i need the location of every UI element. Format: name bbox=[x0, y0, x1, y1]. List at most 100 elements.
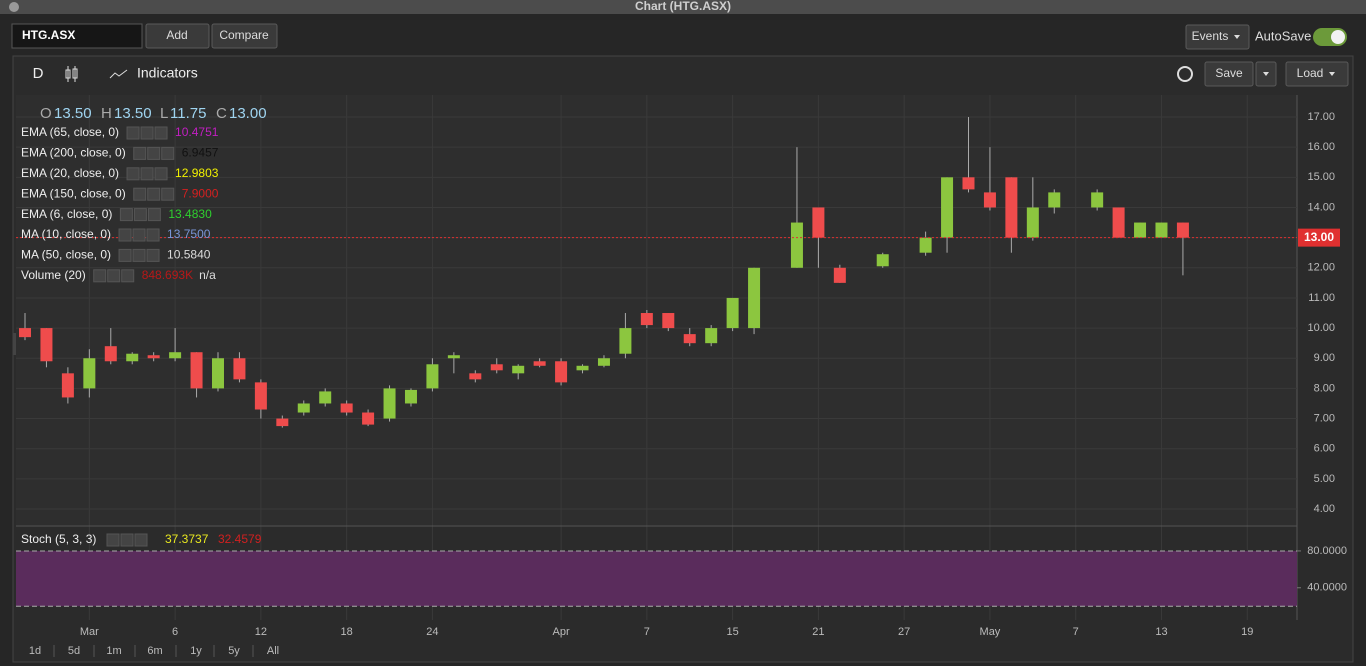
range-button[interactable]: 1y bbox=[190, 645, 202, 657]
study-icon[interactable] bbox=[93, 269, 107, 283]
study-value: 6.9457 bbox=[182, 146, 219, 160]
candle-icon[interactable] bbox=[65, 66, 78, 82]
period-button[interactable]: D bbox=[33, 65, 44, 82]
events-label: Events bbox=[1192, 29, 1229, 43]
study-icon[interactable] bbox=[118, 228, 132, 242]
x-tick-label: 13 bbox=[1155, 626, 1167, 638]
add-button[interactable] bbox=[145, 23, 210, 49]
candle-body bbox=[319, 391, 332, 404]
study-icon[interactable] bbox=[147, 208, 161, 222]
candle-body bbox=[705, 328, 718, 344]
study-icon[interactable] bbox=[134, 533, 148, 547]
candle-body bbox=[833, 267, 846, 283]
y-tick-label: 4.00 bbox=[1314, 503, 1335, 515]
caret bbox=[1263, 72, 1269, 76]
y-tick-label: 17.00 bbox=[1307, 111, 1335, 123]
ohlc-value: 13.50 bbox=[114, 105, 152, 122]
study-icon[interactable] bbox=[147, 187, 161, 201]
study-icon[interactable] bbox=[146, 248, 160, 262]
save-button[interactable] bbox=[1204, 61, 1254, 87]
candle-body bbox=[1112, 207, 1125, 238]
study-icon[interactable] bbox=[154, 126, 168, 140]
candle-body bbox=[61, 373, 74, 398]
caret bbox=[1329, 72, 1335, 76]
range-button[interactable]: 5y bbox=[228, 645, 240, 657]
range-button[interactable]: 5d bbox=[68, 645, 80, 657]
study-icon[interactable] bbox=[147, 146, 161, 160]
candle-body bbox=[190, 352, 203, 389]
study-icon[interactable] bbox=[126, 126, 140, 140]
y-tick-label: 16.00 bbox=[1307, 141, 1335, 153]
symbol-input[interactable] bbox=[11, 23, 143, 49]
x-tick-label: 6 bbox=[172, 626, 178, 638]
ohlc-key: O bbox=[40, 105, 52, 122]
study-icon[interactable] bbox=[154, 167, 168, 181]
x-tick-label: 7 bbox=[1073, 626, 1079, 638]
study-icon[interactable] bbox=[146, 228, 160, 242]
study-name: MA (10, close, 0) bbox=[21, 227, 111, 241]
y-tick-label: 6.00 bbox=[1314, 443, 1335, 455]
study-icon[interactable] bbox=[133, 187, 147, 201]
candle-body bbox=[254, 382, 267, 410]
indicator-icon bbox=[109, 69, 128, 79]
candle-body bbox=[276, 418, 289, 427]
candle-body bbox=[1026, 207, 1039, 238]
study-icon[interactable] bbox=[132, 248, 146, 262]
study-icon[interactable] bbox=[140, 167, 154, 181]
ohlc-value: 11.75 bbox=[170, 105, 206, 122]
candle-body bbox=[512, 365, 525, 374]
plot-area bbox=[16, 95, 1297, 525]
load-button[interactable] bbox=[1285, 61, 1349, 87]
range-button[interactable]: All bbox=[267, 645, 279, 657]
last-price-label: 13.00 bbox=[1304, 230, 1334, 244]
study-icon[interactable] bbox=[161, 187, 175, 201]
caret bbox=[1234, 35, 1240, 39]
candle-body bbox=[748, 267, 761, 329]
candle-body bbox=[533, 361, 546, 366]
candle-body bbox=[404, 389, 417, 404]
candle-body bbox=[126, 353, 139, 362]
y-tick-label: 80.0000 bbox=[1307, 545, 1347, 557]
indicators-button[interactable]: Indicators bbox=[137, 65, 198, 81]
candle-body bbox=[640, 313, 653, 326]
study-icon[interactable] bbox=[106, 533, 120, 547]
study-name: MA (50, close, 0) bbox=[21, 248, 111, 262]
candle-body bbox=[1134, 222, 1147, 238]
study-icon[interactable] bbox=[133, 146, 147, 160]
candle-body bbox=[576, 365, 589, 371]
close-dot[interactable] bbox=[9, 2, 19, 12]
candle-body bbox=[812, 207, 825, 238]
candle-body bbox=[726, 297, 739, 329]
range-button[interactable]: 6m bbox=[147, 645, 162, 657]
study-icon[interactable] bbox=[119, 208, 133, 222]
study-value: 12.9803 bbox=[175, 166, 219, 180]
study-icon[interactable] bbox=[126, 167, 140, 181]
study-icon[interactable] bbox=[140, 126, 154, 140]
study-name: EMA (200, close, 0) bbox=[21, 146, 126, 160]
study-value: 13.7500 bbox=[167, 227, 211, 241]
candle-body bbox=[40, 328, 53, 362]
candle-body bbox=[941, 177, 954, 238]
settings-gear[interactable] bbox=[1177, 66, 1193, 82]
study-icon[interactable] bbox=[107, 269, 121, 283]
candle-body bbox=[340, 403, 353, 413]
study-icon[interactable] bbox=[133, 208, 147, 222]
study-icon[interactable] bbox=[132, 228, 146, 242]
events-button[interactable] bbox=[1185, 24, 1250, 50]
study-icon[interactable] bbox=[118, 248, 132, 262]
candle-body bbox=[447, 355, 460, 359]
candle-body bbox=[83, 358, 96, 389]
candle-body bbox=[876, 254, 889, 267]
study-icon[interactable] bbox=[121, 269, 135, 283]
window-title: Chart (HTG.ASX) bbox=[635, 0, 731, 13]
title-bar bbox=[0, 0, 1366, 14]
study-icon[interactable] bbox=[161, 146, 175, 160]
y-tick-label: 15.00 bbox=[1307, 171, 1335, 183]
y-tick-label: 8.00 bbox=[1314, 382, 1335, 394]
study-icon[interactable] bbox=[120, 533, 134, 547]
range-button[interactable]: 1d bbox=[29, 645, 41, 657]
y-tick-label: 10.00 bbox=[1307, 322, 1335, 334]
study-value: 848.693K bbox=[142, 268, 193, 282]
range-button[interactable]: 1m bbox=[106, 645, 121, 657]
compare-button[interactable] bbox=[211, 23, 278, 49]
